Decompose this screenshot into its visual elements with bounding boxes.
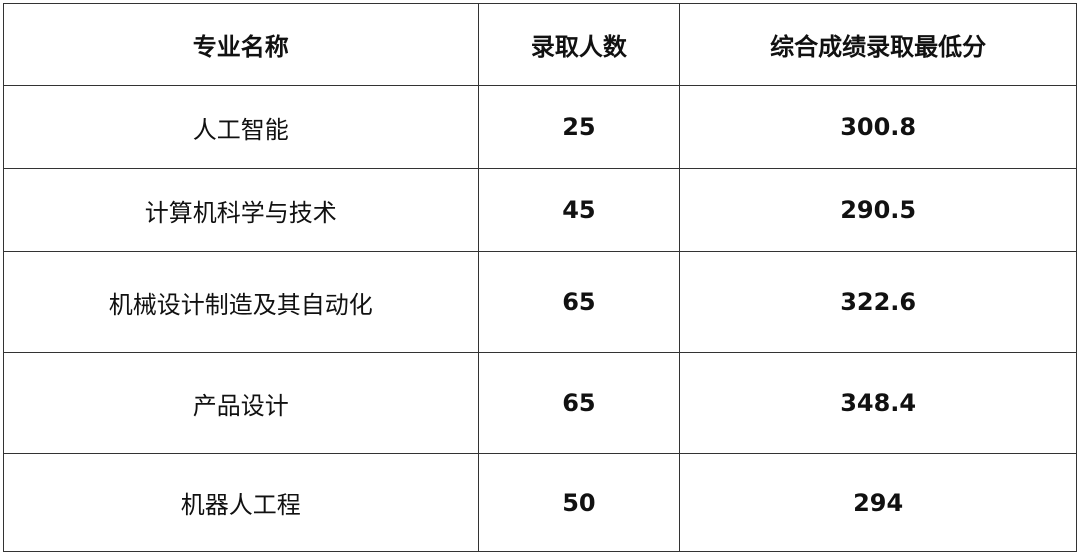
admitted-cell: 25	[477, 85, 681, 169]
major-cell: 人工智能	[3, 85, 479, 169]
table-row: 机械设计制造及其自动化 65 322.6	[3, 251, 1077, 353]
min-score-cell: 300.8	[679, 85, 1077, 169]
header-major: 专业名称	[3, 3, 479, 86]
table-row: 人工智能 25 300.8	[3, 85, 1077, 169]
major-cell: 机械设计制造及其自动化	[3, 251, 479, 353]
admitted-cell: 65	[477, 251, 681, 353]
admitted-cell: 45	[477, 168, 681, 252]
major-cell: 计算机科学与技术	[3, 168, 479, 252]
table-row: 机器人工程 50 294	[3, 453, 1077, 552]
min-score-cell: 290.5	[679, 168, 1077, 252]
admission-table: 专业名称 录取人数 综合成绩录取最低分 人工智能 25 300.8 计算机科学与…	[3, 3, 1077, 552]
min-score-cell: 294	[679, 453, 1077, 552]
admitted-cell: 50	[477, 453, 681, 552]
table-row: 计算机科学与技术 45 290.5	[3, 168, 1077, 252]
admitted-cell: 65	[477, 352, 681, 454]
header-admitted: 录取人数	[477, 3, 681, 86]
min-score-cell: 322.6	[679, 251, 1077, 353]
min-score-cell: 348.4	[679, 352, 1077, 454]
major-cell: 机器人工程	[3, 453, 479, 552]
table-row: 产品设计 65 348.4	[3, 352, 1077, 454]
header-min-score: 综合成绩录取最低分	[679, 3, 1077, 86]
major-cell: 产品设计	[3, 352, 479, 454]
header-row: 专业名称 录取人数 综合成绩录取最低分	[3, 3, 1077, 86]
